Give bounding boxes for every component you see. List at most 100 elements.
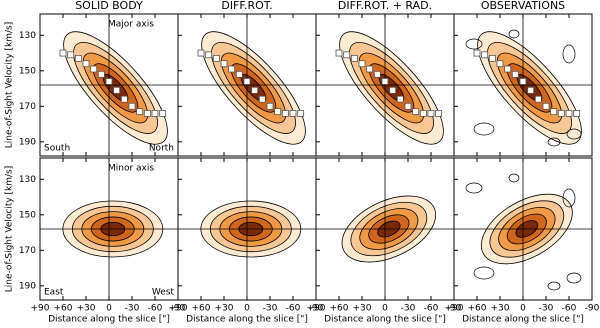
- rotation-point: [519, 78, 527, 85]
- rotation-point: [274, 108, 282, 116]
- noise-contour: [473, 266, 495, 280]
- rotation-point: [527, 86, 535, 94]
- rotation-point: [350, 54, 358, 62]
- y-tick-label: 170: [19, 246, 36, 256]
- noise-contour: [566, 128, 582, 140]
- rotation-point: [481, 51, 489, 59]
- x-tick-label: +90: [169, 304, 188, 314]
- rotation-point: [159, 110, 167, 117]
- rotation-point: [136, 108, 144, 116]
- x-axis-label: Distance along the slice ["]: [48, 315, 170, 325]
- rotation-point: [228, 65, 236, 73]
- rotation-point: [557, 110, 565, 117]
- x-tick-label: +30: [491, 304, 510, 314]
- rotation-point: [266, 102, 274, 110]
- column-title: DIFF.ROT. + RAD.: [338, 0, 432, 12]
- y-tick-label: 150: [19, 66, 36, 76]
- panel: [178, 158, 316, 300]
- rotation-point: [381, 78, 389, 85]
- row-annotation: Major axis: [108, 20, 154, 30]
- right-label: North: [149, 144, 174, 154]
- rotation-point: [404, 102, 412, 110]
- x-tick-label: -90: [585, 304, 600, 314]
- column-title: DIFF.ROT.: [221, 0, 272, 12]
- x-tick-label: 0: [520, 304, 526, 314]
- x-tick-label: +30: [353, 304, 372, 314]
- panel: [454, 14, 592, 156]
- rotation-point: [205, 51, 213, 59]
- x-tick-label: -30: [125, 304, 140, 314]
- x-tick-label: -90: [447, 304, 462, 314]
- rotation-point: [473, 49, 481, 57]
- noise-contour: [473, 122, 495, 136]
- rotation-point: [573, 110, 581, 117]
- y-tick-label: 190: [19, 281, 36, 291]
- rotation-point: [128, 102, 136, 110]
- y-axis-label: Line-of-Sight Velocity [km/s]: [5, 166, 15, 293]
- rotation-point: [74, 54, 82, 62]
- x-tick-label: +30: [77, 304, 96, 314]
- panel: [316, 14, 454, 156]
- noise-contour: [547, 137, 561, 147]
- x-axis-label: Distance along the slice ["]: [186, 315, 308, 325]
- rotation-point: [289, 110, 297, 117]
- x-axis-label: Distance along the slice ["]: [462, 315, 584, 325]
- rotation-point: [550, 108, 558, 116]
- x-tick-label: -60: [562, 304, 577, 314]
- rotation-point: [389, 86, 397, 94]
- column-title: SOLID BODY: [75, 0, 143, 12]
- y-axis-label: Line-of-Sight Velocity [km/s]: [5, 22, 15, 149]
- rotation-point: [435, 110, 443, 117]
- x-tick-label: -90: [309, 304, 324, 314]
- panel: [40, 158, 178, 300]
- y-tick-label: 130: [19, 31, 36, 41]
- rotation-point: [151, 110, 159, 117]
- x-tick-label: +60: [192, 304, 211, 314]
- right-label: West: [152, 288, 175, 298]
- rotation-point: [419, 110, 427, 117]
- rotation-point: [235, 70, 243, 78]
- rotation-point: [373, 70, 381, 78]
- x-tick-label: +60: [330, 304, 349, 314]
- left-label: South: [44, 144, 70, 154]
- column-title: OBSERVATIONS: [481, 0, 565, 12]
- x-tick-label: 0: [106, 304, 112, 314]
- x-tick-label: -60: [286, 304, 301, 314]
- row-annotation: Minor axis: [108, 164, 154, 174]
- rotation-point: [366, 65, 374, 73]
- rotation-point: [212, 54, 220, 62]
- rotation-point: [534, 95, 542, 103]
- rotation-point: [427, 110, 435, 117]
- x-tick-label: -30: [539, 304, 554, 314]
- x-tick-label: -30: [401, 304, 416, 314]
- rotation-point: [67, 51, 75, 59]
- x-tick-label: 0: [382, 304, 388, 314]
- rotation-point: [143, 110, 151, 117]
- rotation-point: [197, 49, 205, 57]
- rotation-point: [251, 86, 259, 94]
- x-tick-label: -60: [424, 304, 439, 314]
- rotation-point: [105, 78, 113, 85]
- noise-contour: [465, 182, 483, 194]
- panel: [40, 14, 178, 156]
- x-tick-label: +60: [54, 304, 73, 314]
- x-tick-label: +90: [31, 304, 50, 314]
- noise-contour: [508, 29, 520, 39]
- rotation-point: [82, 60, 90, 68]
- y-tick-label: 190: [19, 137, 36, 147]
- x-tick-label: -30: [263, 304, 278, 314]
- x-tick-label: 0: [244, 304, 250, 314]
- noise-contour: [465, 38, 483, 50]
- rotation-point: [258, 95, 266, 103]
- x-tick-label: -60: [148, 304, 163, 314]
- rotation-point: [113, 86, 121, 94]
- noise-contour: [508, 173, 520, 183]
- rotation-point: [496, 60, 504, 68]
- x-tick-label: +90: [307, 304, 326, 314]
- rotation-point: [120, 95, 128, 103]
- rotation-point: [358, 60, 366, 68]
- rotation-point: [220, 60, 228, 68]
- rotation-point: [343, 51, 351, 59]
- rotation-point: [90, 65, 98, 73]
